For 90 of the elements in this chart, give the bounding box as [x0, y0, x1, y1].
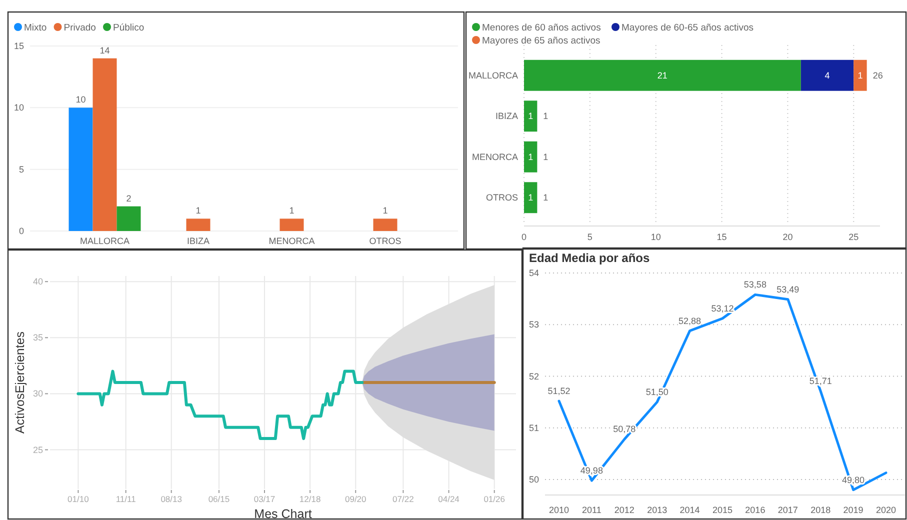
bar [524, 60, 801, 91]
data-label: 14 [100, 45, 110, 56]
x-tick-label: 2019 [843, 505, 864, 515]
data-label: 1 [528, 152, 534, 162]
x-tick-label: 06/15 [208, 494, 230, 504]
x-axis-title: Mes Chart [254, 507, 312, 520]
x-tick-label: 2018 [810, 505, 831, 515]
y-tick-label: 53 [528, 320, 539, 330]
data-label: 4 [824, 70, 830, 80]
bar [524, 141, 538, 172]
data-label: 53,49 [776, 284, 800, 294]
data-label: 1 [858, 70, 863, 80]
x-tick-label: 2010 [548, 505, 570, 515]
x-tick-label: 25 [848, 232, 859, 242]
x-tick-label: 2014 [680, 505, 700, 515]
total-label: 1 [543, 152, 548, 162]
data-label: 1 [196, 206, 201, 216]
data-label: 52,88 [678, 316, 702, 326]
legend-label: Privado [64, 22, 96, 34]
data-label: 53,58 [744, 280, 766, 290]
y-tick-label: 50 [528, 474, 539, 485]
total-label: 26 [872, 70, 883, 80]
y-tick-label: 51 [528, 422, 539, 433]
bar [524, 100, 538, 132]
x-tick-label: 09/20 [344, 494, 367, 504]
y-tick-label: 40 [32, 276, 43, 287]
x-tick-label: OTROS [369, 236, 402, 246]
y-tick-label: 15 [14, 41, 24, 51]
y-tick-label: 35 [32, 332, 43, 343]
x-tick-label: 0 [521, 232, 527, 242]
bar [800, 60, 854, 91]
legend-label: Mixto [24, 22, 47, 34]
data-label: 2 [126, 193, 132, 204]
x-tick-label: 03/17 [254, 494, 276, 504]
x-tick-label: 2017 [778, 505, 798, 515]
bar [280, 218, 304, 231]
y-tick-label: 25 [32, 444, 43, 455]
bar [186, 218, 210, 231]
x-tick-label: 01/10 [68, 494, 90, 504]
x-tick-label: IBIZA [186, 236, 210, 246]
x-tick-label: 2015 [712, 505, 733, 515]
line-series [76, 370, 364, 440]
y-tick-label: 54 [528, 268, 539, 278]
x-tick-label: 01/26 [484, 494, 506, 504]
data-label: 10 [76, 94, 86, 105]
data-label: 51,52 [548, 386, 570, 396]
total-label: 1 [543, 111, 548, 122]
bar [68, 108, 93, 231]
x-tick-label: 2016 [745, 505, 766, 515]
legend-label: Mayores de 60-65 años activos [622, 22, 754, 34]
x-tick-label: 5 [587, 232, 592, 242]
bar [854, 60, 867, 91]
data-label: 1 [382, 206, 388, 216]
y-tick-label: 5 [18, 164, 24, 174]
data-label: 1 [289, 206, 294, 216]
y-tick-label: MENORCA [472, 152, 518, 162]
chart-title: Edad Media por años [529, 251, 650, 265]
x-tick-label: 07/22 [392, 494, 414, 504]
x-tick-label: 2020 [876, 505, 896, 515]
y-tick-label: OTROS [486, 192, 518, 203]
x-tick-label: MALLORCA [80, 236, 130, 246]
x-tick-label: 11/11 [116, 494, 136, 504]
bar [92, 58, 117, 231]
y-tick-label: 52 [528, 371, 539, 382]
data-label: 1 [528, 192, 534, 203]
data-label: 53,12 [711, 303, 734, 314]
x-tick-label: 10 [650, 232, 661, 242]
y-tick-label: IBIZA [495, 111, 518, 122]
y-axis-title: ActivosEjercientes [13, 331, 27, 434]
x-tick-label: 2012 [614, 505, 634, 515]
legend-label: Mayores de 65 años activos [482, 36, 601, 46]
legend-label: Público [113, 22, 144, 34]
data-label: 1 [528, 111, 534, 122]
x-tick-label: 15 [716, 232, 727, 242]
bar [373, 218, 398, 231]
x-tick-label: MENORCA [268, 236, 315, 246]
y-tick-label: MALLORCA [468, 70, 518, 80]
bar [116, 206, 141, 231]
x-tick-label: 2013 [647, 505, 668, 515]
total-label: 1 [543, 192, 548, 203]
x-tick-label: 2011 [582, 505, 602, 515]
y-tick-label: 30 [32, 388, 43, 399]
x-tick-label: 20 [782, 232, 793, 242]
data-label: 21 [657, 70, 668, 80]
bar [524, 182, 538, 214]
x-tick-label: 04/24 [438, 494, 460, 504]
legend-label: Menores de 60 años activos [482, 22, 602, 34]
y-tick-label: 10 [14, 102, 24, 113]
x-tick-label: 08/13 [160, 494, 182, 504]
x-tick-label: 12/18 [299, 494, 321, 504]
